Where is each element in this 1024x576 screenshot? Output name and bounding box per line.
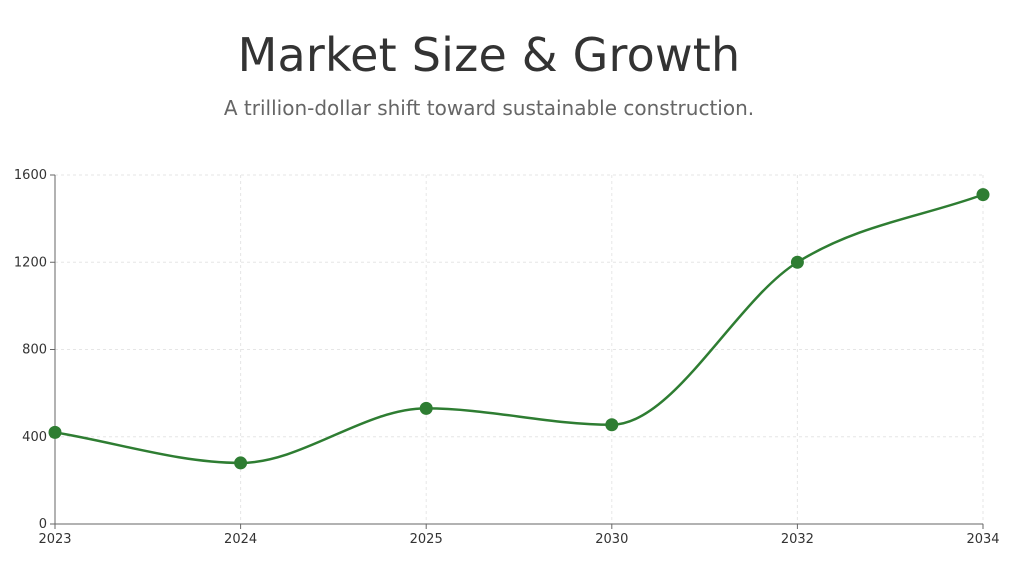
x-tick-label: 2024	[224, 532, 257, 547]
x-tick-label: 2023	[38, 532, 71, 547]
page-subtitle: A trillion-dollar shift toward sustainab…	[223, 96, 755, 120]
grid-layer	[55, 174, 984, 524]
y-tick-label: 0	[39, 517, 47, 532]
y-tick-label: 800	[22, 343, 47, 358]
axis-layer: 0 400 800 1200 1600 2023 2024 2025 2030 2032 2034	[14, 168, 1000, 547]
series-layer	[54, 193, 984, 465]
data-point[interactable]: 2023: 420	[48, 425, 62, 439]
data-point[interactable]: 2024: 280	[234, 456, 248, 470]
data-point[interactable]: 2025: 530	[419, 401, 433, 415]
x-tick-label: 2034	[966, 532, 999, 547]
y-tick-label: 1600	[14, 168, 47, 183]
point-layer: 2023: 420 2024: 280 2025: 530 2030: 455 2032…	[48, 188, 990, 470]
x-tick-label: 2030	[595, 532, 628, 547]
series-line	[54, 193, 984, 465]
data-point[interactable]: 2032: 1200	[790, 255, 804, 269]
page-title: Market Size & Growth	[237, 28, 741, 82]
data-point[interactable]: 2030: 455	[605, 418, 619, 432]
data-point[interactable]: 2034: 1510	[976, 188, 990, 202]
y-tick-label: 400	[22, 430, 47, 445]
y-tick-label: 1200	[14, 255, 47, 270]
x-tick-label: 2032	[781, 532, 814, 547]
x-tick-label: 2025	[410, 532, 443, 547]
